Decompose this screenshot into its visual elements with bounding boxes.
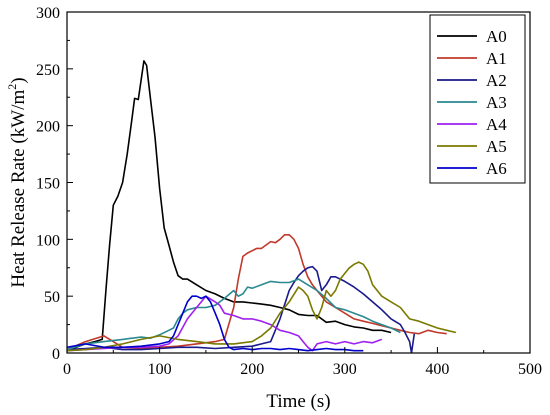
- x-tick-label: 400: [425, 361, 449, 378]
- y-tick-label: 100: [36, 232, 60, 249]
- series-line-a6: [67, 295, 364, 352]
- series-line-a3: [67, 278, 401, 351]
- series-line-a5: [67, 261, 457, 352]
- x-tick-label: 200: [240, 361, 264, 378]
- series-line-a4: [67, 295, 383, 352]
- series-line-a1: [67, 234, 447, 351]
- legend-label-a6: A6: [486, 159, 507, 178]
- x-tick-label: 0: [63, 361, 71, 378]
- legend-label-a0: A0: [486, 27, 507, 46]
- y-tick-label: 200: [36, 119, 60, 136]
- legend: A0 A1 A2 A3 A4 A5 A6: [429, 14, 526, 184]
- legend-label-a3: A3: [486, 93, 507, 112]
- y-tick-label: 150: [36, 176, 60, 193]
- y-tick-label: 50: [44, 289, 60, 306]
- y-axis-title: Heat Release Rate (kW/m2): [5, 77, 29, 287]
- y-axis-title-superscript: 2: [5, 84, 19, 90]
- x-tick-label: 300: [333, 361, 357, 378]
- legend-label-a2: A2: [486, 71, 507, 90]
- x-tick-label: 500: [518, 361, 542, 378]
- legend-label-a5: A5: [486, 137, 507, 156]
- y-axis-title-close: ): [8, 77, 29, 83]
- y-tick-label: 300: [36, 5, 60, 22]
- x-tick-label: 100: [148, 361, 172, 378]
- series-line-a2: [67, 265, 416, 353]
- legend-box: [429, 14, 526, 184]
- y-tick-label: 250: [36, 62, 60, 79]
- y-tick-label: 0: [52, 346, 60, 363]
- legend-label-a4: A4: [486, 115, 507, 134]
- series-layer: [67, 60, 457, 353]
- legend-label-a1: A1: [486, 49, 507, 68]
- series-line-a0: [67, 60, 392, 351]
- x-axis-title: Time (s): [266, 391, 330, 412]
- ticks-layer: 0 100 200 300 400 500 0 50 100 150 200 250 300: [36, 5, 542, 378]
